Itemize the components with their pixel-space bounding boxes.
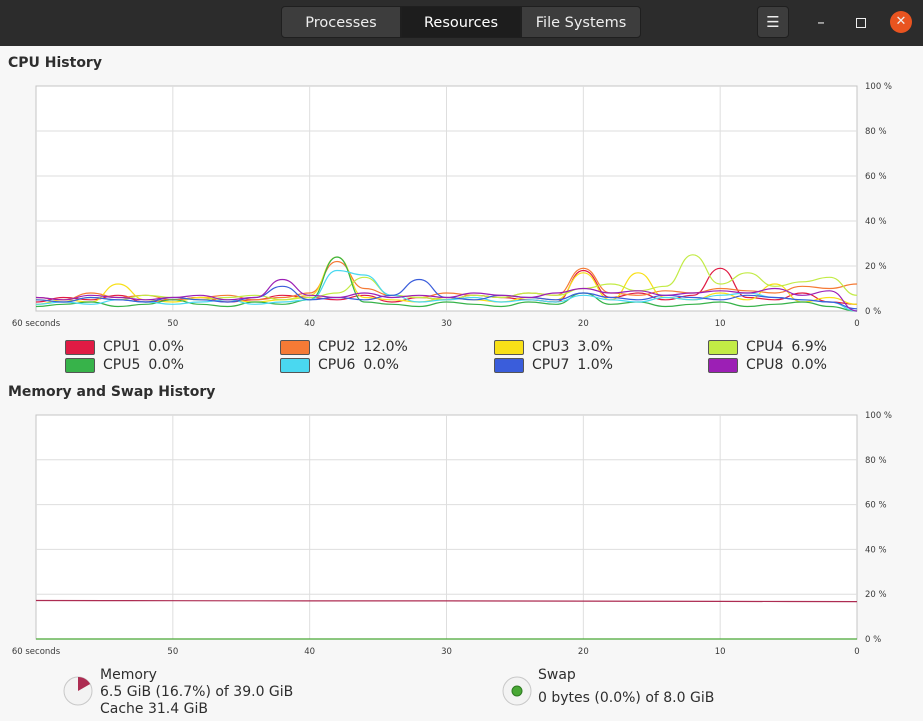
cpu-legend-name: CPU6 xyxy=(318,357,356,373)
cpu-series-cpu6 xyxy=(35,269,858,312)
memory-swap-history-title: Memory and Swap History xyxy=(8,384,216,400)
cpu-legend-value: 0.0% xyxy=(148,357,184,373)
cpu-x-tick-label: 20 xyxy=(578,319,589,329)
cpu-series-cpu8 xyxy=(35,278,858,312)
view-switcher: Processes Resources File Systems xyxy=(281,6,641,38)
cpu-legend-item-cpu7[interactable]: CPU7 1.0% xyxy=(494,356,613,374)
cpu-y-tick-label: 0 % xyxy=(865,307,881,317)
cpu-y-tick-label: 100 % xyxy=(865,82,892,92)
memory-x-tick-label: 60 seconds xyxy=(12,647,61,657)
cpu-y-tick-label: 80 % xyxy=(865,127,887,137)
cpu-color-swatch[interactable] xyxy=(494,357,524,373)
cpu-color-swatch[interactable] xyxy=(65,357,95,373)
cpu-y-tick-label: 60 % xyxy=(865,172,887,182)
cpu-legend-item-cpu2[interactable]: CPU2 12.0% xyxy=(280,338,408,356)
cpu-legend-item-cpu5[interactable]: CPU5 0.0% xyxy=(65,356,184,374)
minimize-icon: – xyxy=(817,13,825,31)
memory-usage: 6.5 GiB (16.7%) of 39.0 GiB xyxy=(100,684,294,700)
cpu-color-swatch[interactable] xyxy=(494,339,524,355)
memory-y-tick-label: 100 % xyxy=(865,411,892,421)
hamburger-menu-icon: ☰ xyxy=(766,13,780,31)
swap-info: Swap 0 bytes (0.0%) of 8.0 GiB xyxy=(538,667,714,707)
cpu-x-tick-label: 10 xyxy=(715,319,726,329)
cpu-legend-value: 0.0% xyxy=(791,357,827,373)
cpu-legend-name: CPU7 xyxy=(532,357,570,373)
cpu-legend-name: CPU2 xyxy=(318,339,356,355)
memory-series-memory xyxy=(35,599,858,603)
cpu-series-cpu5 xyxy=(35,256,858,312)
memory-x-tick-label: 30 xyxy=(441,647,452,657)
swap-pie-dot xyxy=(511,685,523,697)
main-menu-button[interactable]: ☰ xyxy=(757,6,789,38)
cpu-x-tick-label: 40 xyxy=(304,319,315,329)
memory-x-tick-label: 0 xyxy=(854,647,859,657)
cpu-legend-value: 0.0% xyxy=(148,339,184,355)
cpu-legend-item-cpu6[interactable]: CPU6 0.0% xyxy=(280,356,399,374)
swap-usage: 0 bytes (0.0%) of 8.0 GiB xyxy=(538,690,715,706)
cpu-color-swatch[interactable] xyxy=(708,357,738,373)
maximize-button[interactable] xyxy=(850,11,872,33)
cpu-legend-item-cpu4[interactable]: CPU4 6.9% xyxy=(708,338,827,356)
memory-swap-history-graph: 100 % 80 % 60 % 40 % 20 % 0 % 60 seconds 50 40 30… xyxy=(12,411,892,657)
cpu-legend-value: 1.0% xyxy=(577,357,613,373)
memory-x-tick-label: 10 xyxy=(715,647,726,657)
cpu-legend-item-cpu1[interactable]: CPU1 0.0% xyxy=(65,338,184,356)
memory-y-tick-label: 20 % xyxy=(865,590,887,600)
memory-y-tick-label: 80 % xyxy=(865,456,887,466)
memory-cache: Cache 31.4 GiB xyxy=(100,701,208,717)
memory-info: Memory 6.5 GiB (16.7%) of 39.0 GiB Cache… xyxy=(100,667,293,718)
memory-y-tick-label: 60 % xyxy=(865,501,887,511)
cpu-history-graph: 100 % 80 % 60 % 40 % 20 % 0 % 60 seconds 50 40 30… xyxy=(12,82,892,329)
cpu-legend-name: CPU4 xyxy=(746,339,784,355)
cpu-legend-item-cpu3[interactable]: CPU3 3.0% xyxy=(494,338,613,356)
tab-processes[interactable]: Processes xyxy=(281,6,401,38)
memory-x-tick-label: 50 xyxy=(167,647,178,657)
cpu-color-swatch[interactable] xyxy=(708,339,738,355)
memory-pie-icon xyxy=(63,676,93,706)
header-bar: Processes Resources File Systems ☰ – ✕ xyxy=(0,0,923,46)
cpu-legend-name: CPU8 xyxy=(746,357,784,373)
cpu-x-tick-label: 0 xyxy=(854,319,859,329)
tab-file-systems[interactable]: File Systems xyxy=(521,6,641,38)
cpu-y-tick-label: 40 % xyxy=(865,217,887,227)
cpu-legend-name: CPU3 xyxy=(532,339,570,355)
cpu-x-tick-label: 60 seconds xyxy=(12,319,61,329)
memory-y-tick-label: 40 % xyxy=(865,545,887,555)
memory-label: Memory xyxy=(100,667,157,683)
cpu-legend-name: CPU5 xyxy=(103,357,141,373)
cpu-history-title: CPU History xyxy=(8,55,102,71)
cpu-legend-name: CPU1 xyxy=(103,339,141,355)
maximize-icon xyxy=(856,17,866,28)
cpu-x-tick-label: 50 xyxy=(167,319,178,329)
cpu-x-tick-label: 30 xyxy=(441,319,452,329)
tab-resources[interactable]: Resources xyxy=(401,6,521,38)
memory-x-tick-label: 20 xyxy=(578,647,589,657)
cpu-legend-value: 0.0% xyxy=(363,357,399,373)
close-icon: ✕ xyxy=(895,14,907,29)
swap-label: Swap xyxy=(538,667,576,683)
close-button[interactable]: ✕ xyxy=(890,11,912,33)
cpu-legend-value: 3.0% xyxy=(577,339,613,355)
memory-y-tick-label: 0 % xyxy=(865,635,881,645)
cpu-color-swatch[interactable] xyxy=(280,339,310,355)
cpu-color-swatch[interactable] xyxy=(280,357,310,373)
cpu-color-swatch[interactable] xyxy=(65,339,95,355)
cpu-y-tick-label: 20 % xyxy=(865,262,887,272)
memory-pie-slice xyxy=(78,677,91,691)
cpu-legend-value: 12.0% xyxy=(363,339,408,355)
minimize-button[interactable]: – xyxy=(810,11,832,33)
cpu-legend-value: 6.9% xyxy=(791,339,827,355)
cpu-legend-item-cpu8[interactable]: CPU8 0.0% xyxy=(708,356,827,374)
swap-pie-icon xyxy=(502,676,532,706)
memory-x-tick-label: 40 xyxy=(304,647,315,657)
